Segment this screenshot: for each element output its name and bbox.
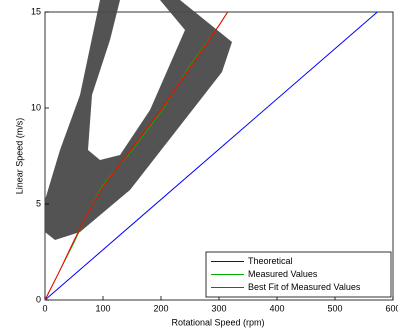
- legend-label: Measured Values: [248, 269, 318, 279]
- y-axis-label: Linear Speed (m/s): [14, 118, 24, 195]
- series-line: [44, 11, 229, 301]
- x-axis-label: Rotational Speed (rpm): [171, 317, 264, 327]
- x-tick-label: 500: [327, 303, 342, 313]
- y-tick-label: 10: [31, 102, 41, 112]
- legend-label: Theoretical: [248, 256, 293, 266]
- y-tick-label: 15: [31, 6, 41, 16]
- x-tick-label: 400: [269, 303, 284, 313]
- y-tick-label: 0: [36, 294, 41, 304]
- legend-label: Best Fit of Measured Values: [248, 282, 361, 292]
- x-tick-label: 0: [42, 303, 47, 313]
- series-line: [44, 11, 378, 301]
- y-tick-label: 5: [36, 198, 41, 208]
- overlay-shape: [45, 0, 232, 240]
- x-tick-label: 300: [211, 303, 226, 313]
- x-tick-label: 600: [385, 303, 398, 313]
- x-tick-label: 100: [95, 303, 110, 313]
- x-tick-label: 200: [153, 303, 168, 313]
